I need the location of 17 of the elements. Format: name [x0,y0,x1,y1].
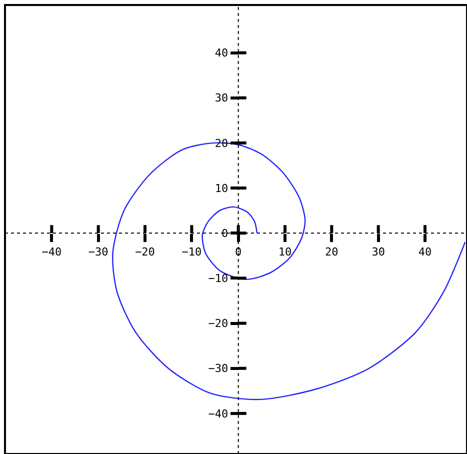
y-tick-label: −10 [208,272,228,286]
x-tick-label: 10 [278,245,292,258]
x-tick-label: −20 [135,245,155,258]
y-tick-label: −20 [208,317,228,330]
x-tick-label: −40 [42,245,62,258]
y-tick-label: 10 [214,182,228,195]
x-tick-label: 0 [235,245,242,258]
x-tick-label: 20 [325,245,338,258]
y-tick-label: −30 [208,362,228,376]
y-tick-label: −40 [208,407,228,420]
y-tick-label: 0 [222,226,228,240]
y-tick-label: 40 [214,46,228,60]
x-tick-label: −30 [88,245,108,258]
y-tick-label: 30 [214,92,228,105]
x-tick-label: −10 [182,245,202,258]
x-tick-label: 40 [418,245,432,258]
x-tick-label: 30 [372,245,385,258]
